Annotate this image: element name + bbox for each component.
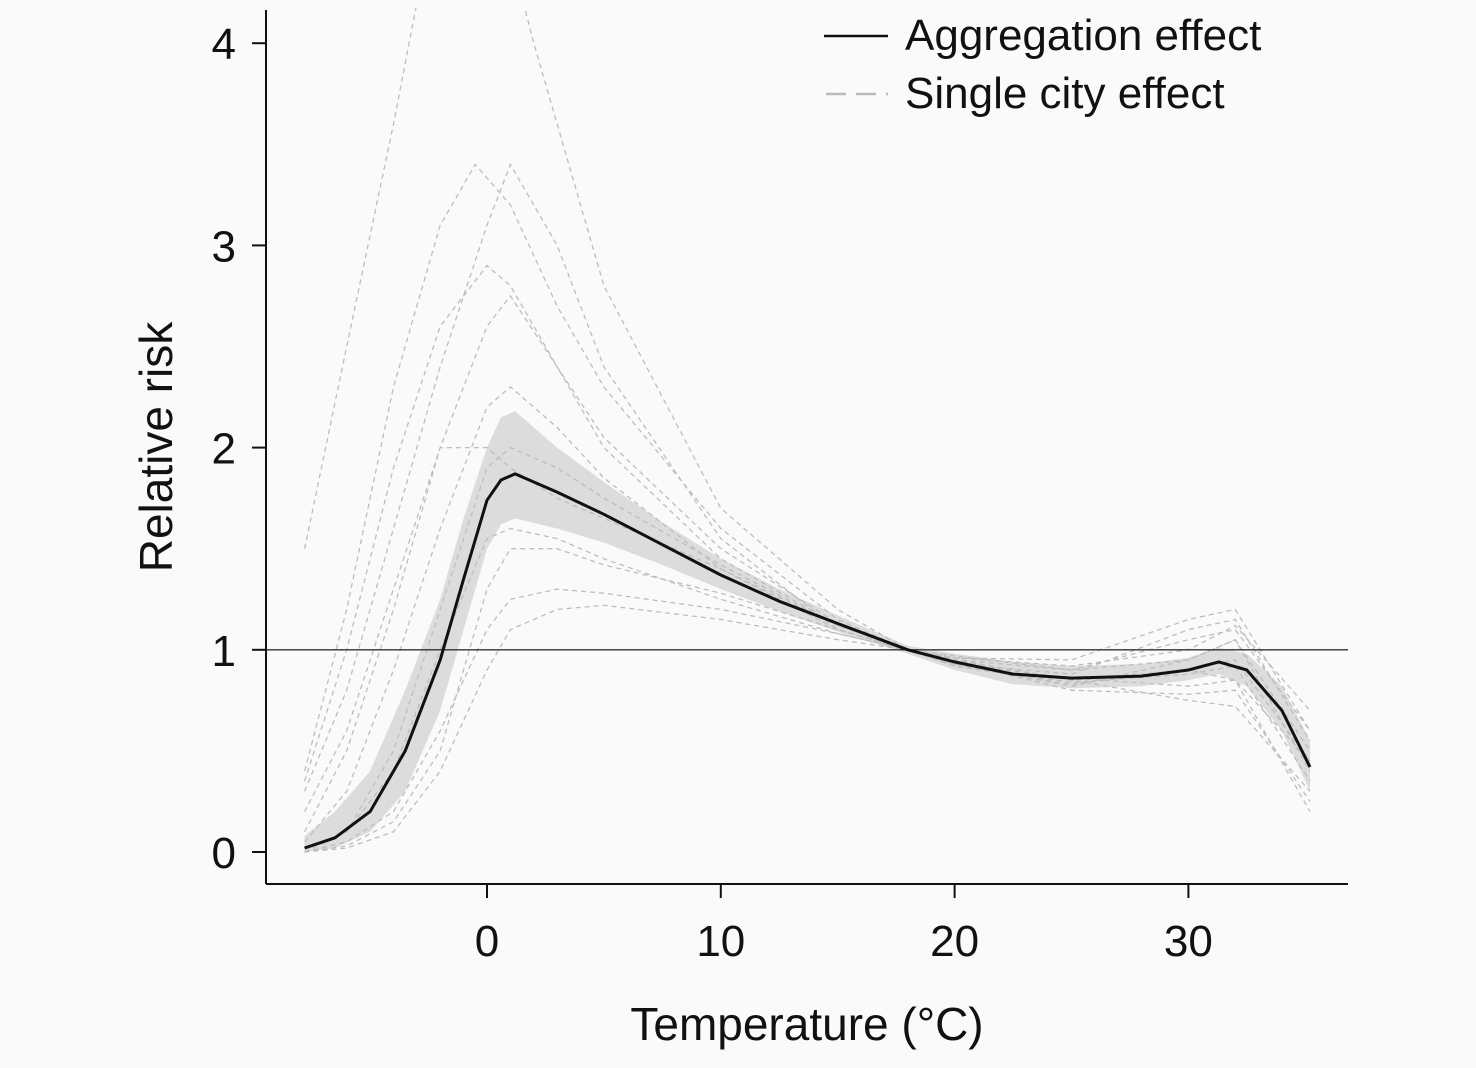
single-city-line-7	[304, 588, 1311, 853]
x-tick-label: 10	[696, 917, 745, 966]
x-tick-label: 20	[930, 917, 979, 966]
y-tick-label: 3	[212, 222, 236, 271]
single-city-line-4	[304, 294, 1311, 833]
x-tick-label: 0	[475, 917, 499, 966]
confidence-band-layer	[304, 411, 1311, 852]
single-city-line-2	[303, 163, 1311, 772]
legend-label-single-city: Single city effect	[905, 69, 1225, 118]
axis-ticks: 0 1 2 3 4 0 10 20 30	[212, 20, 1213, 966]
y-tick-label: 4	[212, 20, 236, 69]
single-city-line-3	[303, 162, 1311, 792]
confidence-band	[304, 411, 1311, 852]
legend: Aggregation effect Single city effect	[824, 11, 1261, 118]
single-city-line-1	[303, 8, 1311, 762]
y-tick-label: 2	[212, 425, 236, 474]
single-city-line-8	[304, 604, 1311, 853]
single-city-lines	[303, 8, 1311, 853]
y-tick-label: 1	[212, 627, 236, 676]
single-city-line-10	[304, 446, 1311, 853]
single-city-line-11	[303, 264, 1311, 782]
aggregation-line	[304, 472, 1312, 850]
y-tick-label: 0	[212, 829, 236, 878]
y-axis-label: Relative risk	[130, 321, 182, 573]
single-city-line-5	[304, 386, 1311, 843]
x-axis-label: Temperature (°C)	[630, 998, 983, 1050]
x-tick-label: 30	[1164, 917, 1213, 966]
legend-label-aggregation: Aggregation effect	[905, 11, 1261, 60]
single-city-line-12	[304, 548, 1311, 853]
aggregation-line-layer	[304, 472, 1312, 850]
